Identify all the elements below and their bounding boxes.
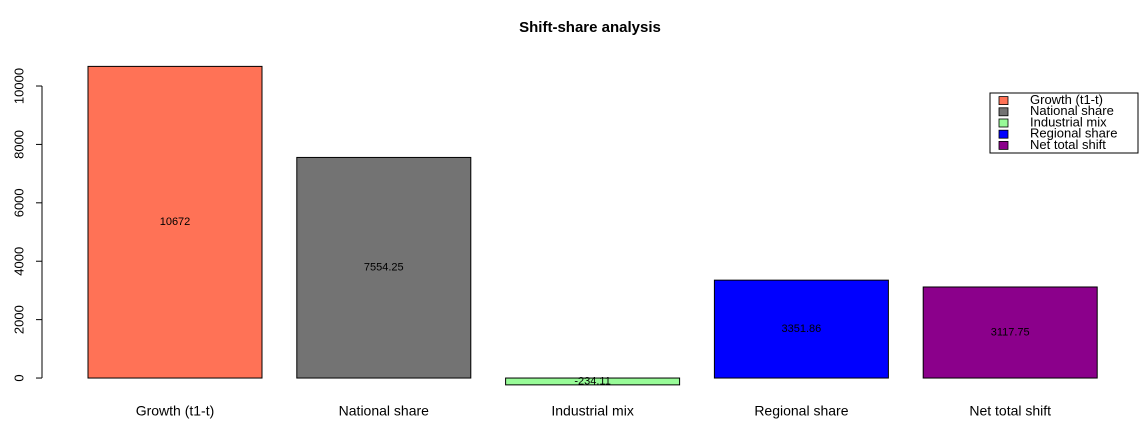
legend-label: Industrial mix — [1030, 114, 1107, 129]
legend-swatch — [998, 140, 1009, 150]
legend-swatch — [998, 107, 1009, 117]
bar — [713, 279, 889, 379]
legend-swatch — [998, 118, 1009, 128]
legend-label: Growth (t1-t) — [1030, 92, 1103, 107]
chart-title: Shift-share analysis — [519, 19, 661, 36]
bar — [87, 65, 263, 379]
bar — [922, 286, 1098, 379]
legend-swatch — [998, 129, 1009, 139]
legend-swatch — [998, 96, 1009, 105]
y-tick-label: 6000 — [11, 188, 26, 217]
value-label: 10672 — [160, 216, 191, 228]
x-tick-label: National share — [339, 403, 429, 419]
legend-box — [989, 92, 1139, 154]
legend-label: Regional share — [1030, 126, 1117, 141]
value-label: -234.11 — [574, 375, 611, 387]
y-tick-label: 2000 — [11, 305, 26, 334]
x-tick-label: Industrial mix — [551, 403, 633, 419]
bar — [296, 156, 472, 379]
value-label: 3351.86 — [782, 323, 822, 335]
y-tick-label: 8000 — [11, 130, 26, 159]
value-label: 7554.25 — [364, 262, 404, 274]
y-tick-label: 10000 — [11, 68, 26, 104]
y-tick-label: 4000 — [11, 247, 26, 276]
value-label: 3117.75 — [991, 326, 1030, 338]
x-tick-label: Regional share — [754, 403, 848, 419]
x-tick-label: Net total shift — [969, 403, 1051, 419]
x-tick-label: Growth (t1-t) — [136, 403, 215, 419]
legend-label: Net total shift — [1030, 137, 1106, 152]
legend-label: National share — [1030, 103, 1114, 118]
y-tick-label: 0 — [11, 374, 26, 381]
bar — [505, 377, 681, 386]
